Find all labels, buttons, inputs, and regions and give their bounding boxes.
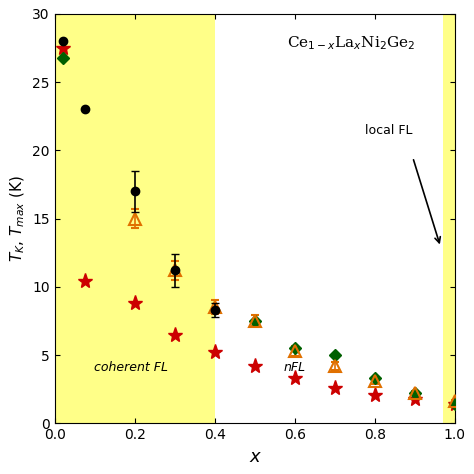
Bar [55, 14, 215, 423]
Y-axis label: $T_K$, $T_{max}$ (K): $T_K$, $T_{max}$ (K) [9, 175, 27, 262]
Text: nFL: nFL [283, 361, 306, 374]
Text: Ce$_{1-x}$La$_x$Ni$_2$Ge$_2$: Ce$_{1-x}$La$_x$Ni$_2$Ge$_2$ [287, 34, 415, 52]
X-axis label: x: x [249, 447, 260, 465]
Text: local FL: local FL [365, 124, 412, 137]
Text: coherent FL: coherent FL [94, 361, 168, 374]
Bar [443, 14, 459, 423]
